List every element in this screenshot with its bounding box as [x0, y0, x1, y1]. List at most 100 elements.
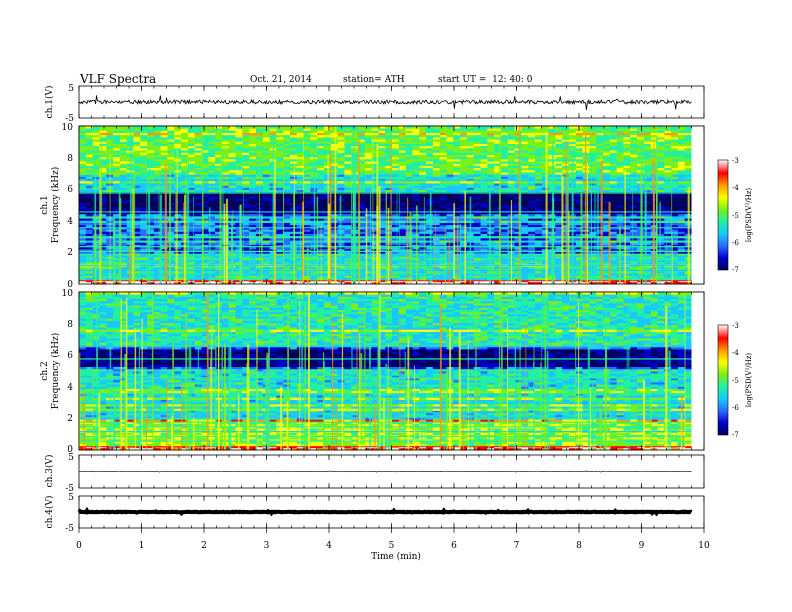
spectrogram-cell — [215, 244, 223, 248]
spectrogram-cell — [140, 207, 148, 210]
figure-title: VLF Spectra — [79, 72, 156, 86]
spectrogram-cell — [242, 176, 250, 180]
spectrogram-cell — [167, 231, 175, 234]
spectrogram-cell — [119, 242, 128, 245]
spectrogram-cell — [589, 231, 597, 234]
spectrogram-cell — [419, 163, 427, 166]
spectrogram-cell — [249, 211, 257, 215]
spectrogram-cell — [596, 211, 604, 215]
spectrogram-cell — [140, 281, 148, 285]
spectrogram-cell — [79, 163, 87, 166]
spectrogram-cell — [555, 198, 563, 202]
spectrogram-cell — [174, 248, 182, 252]
spectrogram-cell — [262, 215, 270, 219]
spectrogram-cell — [201, 275, 209, 278]
spectrogram-cell — [358, 273, 366, 276]
spectrogram-cell — [480, 255, 488, 259]
spectrogram-cell — [677, 224, 686, 228]
spectrogram-cell — [528, 205, 536, 208]
spectrogram-cell — [500, 242, 509, 245]
spectrogram-cell — [174, 205, 182, 208]
spectrogram-cell — [160, 237, 168, 241]
spectrogram-cell — [167, 229, 175, 232]
spectrogram-cell — [528, 270, 536, 274]
spectrogram-cell — [555, 277, 563, 281]
spectrogram-cell — [378, 215, 386, 219]
spectrogram-cell — [555, 262, 563, 265]
spectrogram-cell — [187, 172, 196, 175]
spectrogram-cell — [276, 248, 284, 252]
spectrogram-cell — [378, 277, 386, 281]
spectrogram-cell — [630, 240, 638, 243]
spectrogram-cell — [623, 205, 631, 208]
spectrogram-cell — [521, 174, 529, 177]
spectrogram-cell — [398, 222, 407, 226]
spectrogram-cell — [283, 277, 291, 281]
spectrogram-cell — [385, 198, 393, 202]
spectrogram-cell — [657, 248, 665, 252]
spectrogram-cell — [147, 207, 155, 210]
spectrogram-cell — [133, 257, 141, 261]
spectrogram-cell — [453, 248, 461, 252]
spectrogram-cell — [296, 163, 304, 166]
spectrogram-cell — [534, 222, 543, 226]
spectrogram-cell — [330, 198, 339, 202]
spectrogram-cell — [664, 255, 672, 259]
spectrogram-cell — [344, 165, 352, 169]
spectrogram-cell — [528, 172, 536, 175]
spectrogram-cell — [147, 231, 155, 234]
spectrogram-cell — [160, 270, 168, 274]
spectrogram-cell — [235, 218, 243, 221]
spectrogram-cell — [119, 220, 128, 223]
spectrogram-cell — [575, 205, 584, 208]
spectrogram-cell — [460, 229, 468, 232]
spectrogram-cell — [453, 251, 461, 254]
spectrogram-cell — [643, 207, 652, 210]
spectrogram-cell — [85, 207, 94, 210]
spectrogram-cell — [657, 246, 665, 250]
spectrogram-cell — [194, 218, 202, 221]
spectrogram-cell — [215, 266, 223, 270]
spectrogram-cell — [242, 213, 250, 217]
spectrogram-cell — [671, 262, 679, 265]
spectrogram-cell — [500, 244, 509, 248]
spectrogram-cell — [113, 257, 121, 261]
spectrogram-cell — [664, 211, 672, 215]
spectrogram-cell — [630, 242, 638, 245]
spectrogram-cell — [684, 163, 692, 166]
spectrogram-cell — [392, 255, 400, 259]
spectrogram-cell — [330, 257, 339, 261]
spectrogram-cell — [228, 174, 236, 177]
spectrogram-cell — [603, 169, 611, 173]
spectrogram-cell — [187, 198, 196, 202]
spectrogram-cell — [487, 176, 495, 180]
spectrogram-cell — [426, 174, 434, 177]
spectrogram-cell — [242, 240, 250, 243]
spectrogram-cell — [113, 198, 121, 202]
spectrogram-cell — [283, 266, 291, 270]
spectrogram-cell — [589, 237, 597, 241]
spectrogram-cell — [500, 185, 509, 188]
spectrogram-cell — [371, 183, 379, 186]
spectrogram-cell — [575, 194, 584, 197]
spectrogram-cell — [677, 275, 686, 278]
spectrogram-cell — [432, 237, 441, 241]
spectrogram-cell — [364, 246, 373, 250]
spectrogram-cell — [208, 183, 216, 186]
spectrogram-cell — [596, 183, 604, 186]
spectrogram-cell — [153, 187, 162, 191]
spectrogram-cell — [426, 213, 434, 217]
spectrogram-cell — [221, 180, 230, 184]
spectrogram-cell — [221, 266, 230, 270]
spectrogram-cell — [330, 202, 339, 206]
spectrogram-cell — [398, 205, 407, 208]
spectrogram-cell — [133, 198, 141, 202]
spectrogram-cell — [500, 224, 509, 228]
spectrogram-cell — [439, 167, 447, 171]
spectrogram-cell — [453, 237, 461, 241]
spectrogram-cell — [480, 266, 488, 270]
spectrogram-cell — [249, 237, 257, 241]
spectrogram-cell — [623, 229, 631, 232]
spectrogram-cell — [419, 207, 427, 210]
spectrogram-cell — [221, 237, 230, 241]
